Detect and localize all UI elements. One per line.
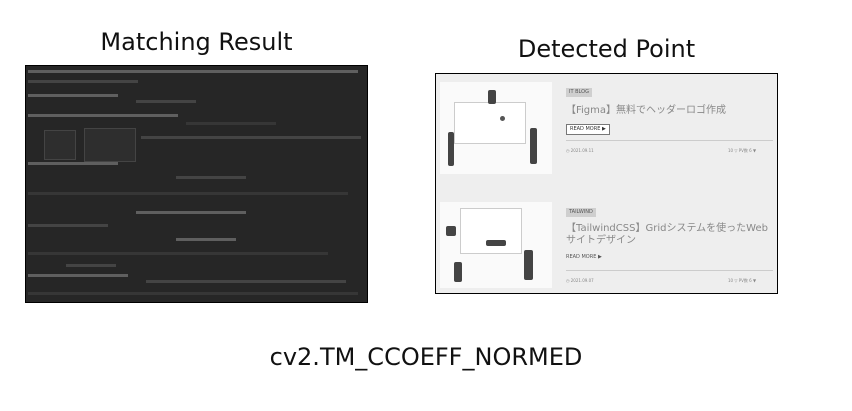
card1-tag[interactable]: IT BLOG bbox=[566, 88, 592, 97]
card2-date: ◷ 2021.09.07 bbox=[566, 278, 594, 283]
method-caption: cv2.TM_CCOEFF_NORMED bbox=[269, 343, 583, 371]
card1-date: ◷ 2021.09.11 bbox=[566, 148, 594, 153]
detected-point-image: IT BLOG 【Figma】無料でヘッダーロゴ作成 READ MORE ▶ ◷… bbox=[435, 73, 778, 294]
card2-read-more-link[interactable]: READ MORE ▶ bbox=[566, 254, 602, 260]
card1-illustration bbox=[440, 82, 552, 174]
card1-views: 10 ▽ PV数 6 ▼ bbox=[728, 148, 757, 153]
card2-views: 10 ▽ PV数 6 ▼ bbox=[728, 278, 757, 283]
card1-title[interactable]: 【Figma】無料でヘッダーロゴ作成 bbox=[566, 105, 727, 116]
card2-title[interactable]: 【TailwindCSS】Gridシステムを使ったWebサイトデザイン bbox=[566, 223, 768, 246]
card1-read-more-button[interactable]: READ MORE ▶ bbox=[566, 124, 610, 135]
detected-point-title: Detected Point bbox=[517, 35, 696, 63]
card2-illustration bbox=[440, 202, 552, 288]
card2-tag[interactable]: TAILWIND bbox=[566, 208, 596, 217]
matching-result-title: Matching Result bbox=[100, 28, 293, 56]
matching-result-image bbox=[25, 65, 368, 303]
